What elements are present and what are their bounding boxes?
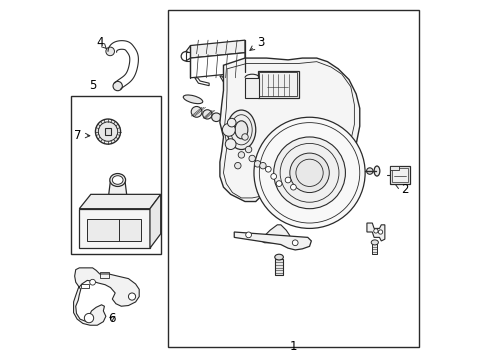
Bar <box>186 51 195 61</box>
Ellipse shape <box>191 107 202 117</box>
Circle shape <box>90 279 96 285</box>
Circle shape <box>272 235 278 241</box>
Circle shape <box>266 166 271 172</box>
Polygon shape <box>191 40 245 58</box>
Circle shape <box>249 155 255 162</box>
Circle shape <box>235 162 241 169</box>
Circle shape <box>238 152 245 158</box>
Polygon shape <box>261 225 290 243</box>
Circle shape <box>274 137 345 209</box>
Circle shape <box>254 161 261 167</box>
Bar <box>71 96 161 253</box>
Polygon shape <box>220 58 360 223</box>
Circle shape <box>225 139 236 149</box>
Circle shape <box>260 162 266 169</box>
Bar <box>390 166 399 170</box>
Circle shape <box>245 232 251 238</box>
Polygon shape <box>367 223 385 241</box>
Circle shape <box>98 122 118 141</box>
Circle shape <box>291 184 296 190</box>
Ellipse shape <box>112 176 123 184</box>
Text: 1: 1 <box>290 340 297 353</box>
Ellipse shape <box>235 121 248 139</box>
Bar <box>81 284 89 288</box>
Polygon shape <box>234 76 245 83</box>
Polygon shape <box>195 78 209 86</box>
Circle shape <box>84 314 94 323</box>
Polygon shape <box>87 220 141 241</box>
Ellipse shape <box>374 166 380 176</box>
Bar <box>168 10 419 347</box>
Circle shape <box>128 293 136 300</box>
Polygon shape <box>220 76 235 84</box>
Text: 4: 4 <box>96 36 106 49</box>
Circle shape <box>106 47 115 56</box>
Text: 2: 2 <box>395 183 408 195</box>
Circle shape <box>227 118 236 127</box>
Circle shape <box>374 229 378 233</box>
Circle shape <box>285 177 291 183</box>
Circle shape <box>378 230 383 234</box>
Ellipse shape <box>203 110 212 119</box>
Polygon shape <box>191 53 245 78</box>
Bar <box>105 129 111 135</box>
Polygon shape <box>79 194 161 209</box>
Circle shape <box>367 168 373 174</box>
Bar <box>258 71 299 98</box>
Polygon shape <box>79 209 150 248</box>
Ellipse shape <box>275 254 283 260</box>
Text: 5: 5 <box>89 79 96 92</box>
Ellipse shape <box>371 240 378 245</box>
Circle shape <box>254 117 365 228</box>
Polygon shape <box>109 180 126 194</box>
Circle shape <box>271 174 276 179</box>
Polygon shape <box>150 194 161 248</box>
Circle shape <box>222 123 235 136</box>
Circle shape <box>290 153 329 193</box>
Bar <box>392 168 408 182</box>
Text: 3: 3 <box>250 36 265 50</box>
Bar <box>275 259 283 275</box>
Circle shape <box>276 181 282 186</box>
Polygon shape <box>74 268 139 325</box>
Ellipse shape <box>212 113 221 122</box>
Text: 7: 7 <box>74 129 90 142</box>
Bar <box>372 243 377 254</box>
Ellipse shape <box>227 110 256 149</box>
Text: 6: 6 <box>109 312 116 325</box>
Circle shape <box>293 240 298 246</box>
Ellipse shape <box>183 95 203 104</box>
Circle shape <box>242 134 248 140</box>
Polygon shape <box>234 232 311 250</box>
Circle shape <box>245 146 252 153</box>
Ellipse shape <box>181 51 191 61</box>
Bar <box>390 166 410 184</box>
Ellipse shape <box>110 174 125 186</box>
Bar <box>259 72 297 96</box>
Circle shape <box>96 119 121 144</box>
Bar <box>100 272 109 278</box>
Bar <box>245 78 259 98</box>
Ellipse shape <box>113 81 122 91</box>
